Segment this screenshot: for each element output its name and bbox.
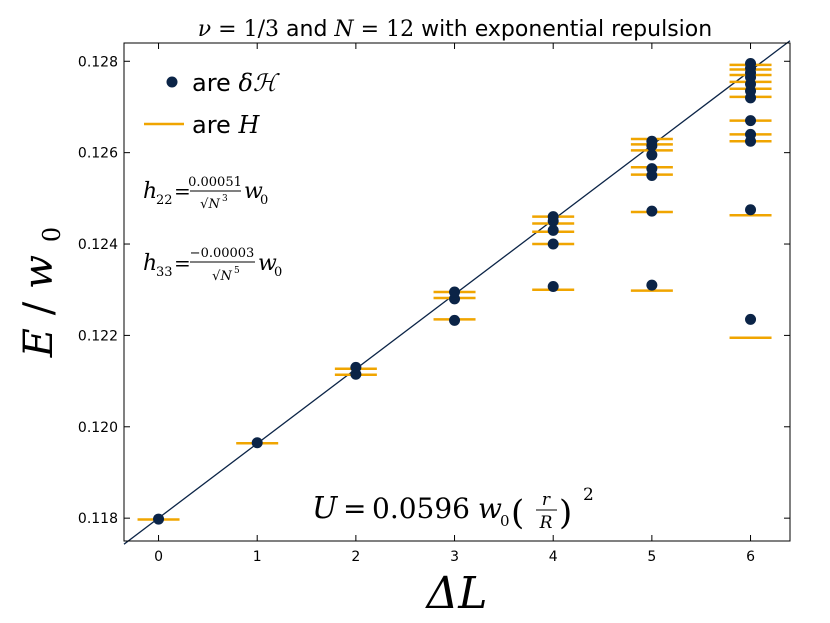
h22-rhs-sub: 0 [260, 193, 268, 208]
title-n-value: = 12 [361, 17, 414, 42]
x-tick-label: 6 [746, 549, 755, 565]
legend: are δℋ are H [144, 69, 280, 139]
u-lparen: ( [511, 493, 524, 533]
u-w: w [478, 492, 502, 525]
delta-h-point [646, 149, 658, 161]
u-eq: = [343, 492, 366, 525]
delta-h-series [153, 58, 757, 525]
delta-h-point [745, 204, 757, 216]
legend-dot-marker [166, 76, 178, 88]
h33-rhs: w [258, 251, 277, 276]
y-label-slash: / [16, 301, 62, 315]
y-tick-label: 0.122 [78, 328, 118, 344]
x-tick-label: 4 [549, 549, 558, 565]
u-coef: 0.0596 [372, 492, 470, 525]
u-denominator: R [539, 513, 553, 533]
delta-h-point [745, 128, 757, 140]
u-annotation: U = 0.0596 w 0 ( r R ) 2 [312, 485, 594, 533]
legend-entry-h: are H [192, 111, 260, 139]
y-tick-label: 0.128 [78, 54, 118, 70]
h33-lhs: h [143, 251, 157, 276]
h22-denominator: √N [200, 197, 220, 212]
h33-denominator: √N [212, 269, 232, 284]
title-rest: with exponential repulsion [421, 17, 712, 42]
delta-h-point [449, 286, 461, 298]
title-n-symbol: N [333, 17, 354, 42]
delta-h-point [547, 224, 559, 236]
x-tick-label: 1 [253, 549, 262, 565]
h33-eq: = [174, 251, 191, 275]
h22-den-exp: 3 [222, 194, 228, 204]
delta-h-point [646, 205, 658, 217]
x-tick-label: 0 [154, 549, 163, 565]
legend-dot-prefix: are [192, 69, 238, 97]
h33-lhs-sub: 33 [156, 265, 173, 280]
delta-h-point [646, 135, 658, 147]
x-tick-label: 5 [647, 549, 656, 565]
legend-line-symbol: H [237, 111, 260, 139]
delta-h-point [547, 238, 559, 250]
x-axis-label: ΔL [425, 568, 488, 619]
h33-numerator: −0.00003 [190, 246, 255, 261]
axis-ticks: 0 1 2 3 4 5 6 0.118 0.120 0.122 0.124 0.126 0.128 [78, 43, 790, 565]
y-tick-label: 0.118 [78, 511, 118, 527]
delta-h-point [153, 513, 165, 525]
h33-rhs-sub: 0 [274, 265, 282, 280]
x-tick-label: 2 [351, 549, 360, 565]
delta-h-point [547, 281, 559, 293]
delta-h-point [350, 361, 362, 373]
y-label-w: w [16, 255, 62, 289]
u-rparen: ) [559, 493, 572, 533]
title-nu-symbol: ν [198, 17, 211, 42]
h22-lhs: h [143, 179, 157, 204]
u-w-sub: 0 [500, 512, 510, 530]
u-exp: 2 [583, 485, 594, 505]
title-nu-value: = 1/3 [218, 17, 279, 42]
svg-text:E / w 0: E / w 0 [16, 227, 66, 358]
legend-entry-delta-h: are δℋ [192, 69, 280, 97]
h22-numerator: 0.00051 [188, 175, 242, 190]
legend-line-prefix: are [192, 111, 238, 139]
delta-h-point [449, 314, 461, 326]
h22-rhs: w [244, 179, 263, 204]
y-tick-label: 0.126 [78, 146, 118, 162]
y-axis-label: E / w 0 [16, 227, 66, 358]
delta-h-point [646, 279, 658, 291]
delta-h-point [745, 58, 757, 70]
h22-lhs-sub: 22 [156, 193, 173, 208]
delta-h-point [547, 211, 559, 223]
delta-h-point [745, 313, 757, 325]
h33-annotation: h 33 = −0.00003 √N 5 w 0 [143, 246, 282, 284]
y-tick-label: 0.120 [78, 420, 118, 436]
y-label-sub: 0 [38, 227, 66, 242]
x-tick-label: 3 [450, 549, 459, 565]
delta-h-point [251, 437, 263, 449]
h33-den-exp: 5 [234, 266, 240, 276]
chart-title: ν = 1/3 and N = 12 with exponential repu… [198, 17, 712, 42]
h22-eq: = [174, 179, 191, 203]
title-conj: and [286, 17, 334, 42]
legend-dot-symbol: δℋ [238, 69, 279, 97]
delta-h-point [745, 115, 757, 127]
u-numerator: r [542, 490, 551, 510]
plot-frame [123, 42, 791, 542]
h22-annotation: h 22 = 0.00051 √N 3 w 0 [143, 175, 268, 212]
y-tick-label: 0.124 [78, 237, 118, 253]
delta-h-point [646, 163, 658, 175]
y-label-e: E [16, 328, 62, 358]
u-lhs: U [312, 491, 339, 526]
